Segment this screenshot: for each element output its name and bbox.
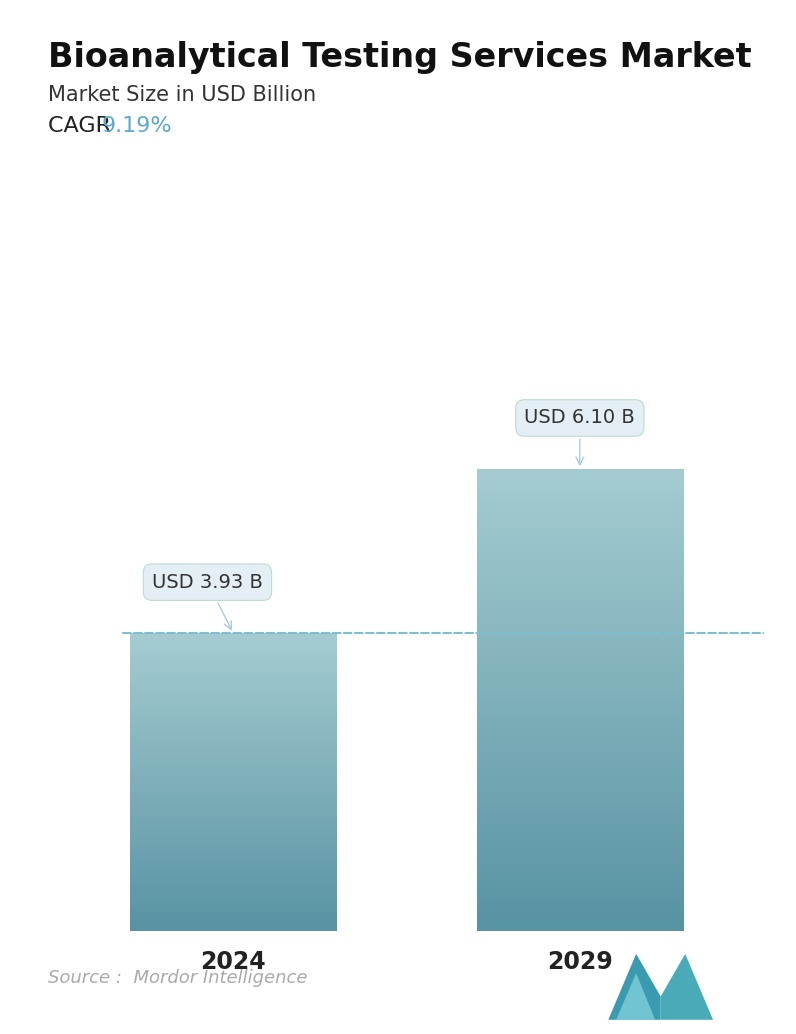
Text: 9.19%: 9.19% <box>102 116 173 135</box>
Text: USD 3.93 B: USD 3.93 B <box>152 573 263 630</box>
Polygon shape <box>661 953 713 1020</box>
Text: Bioanalytical Testing Services Market: Bioanalytical Testing Services Market <box>48 41 751 74</box>
Text: CAGR: CAGR <box>48 116 118 135</box>
Text: Source :  Mordor Intelligence: Source : Mordor Intelligence <box>48 970 307 987</box>
Text: Market Size in USD Billion: Market Size in USD Billion <box>48 85 316 104</box>
Text: USD 6.10 B: USD 6.10 B <box>525 408 635 464</box>
Polygon shape <box>608 953 661 1020</box>
Polygon shape <box>616 973 655 1020</box>
